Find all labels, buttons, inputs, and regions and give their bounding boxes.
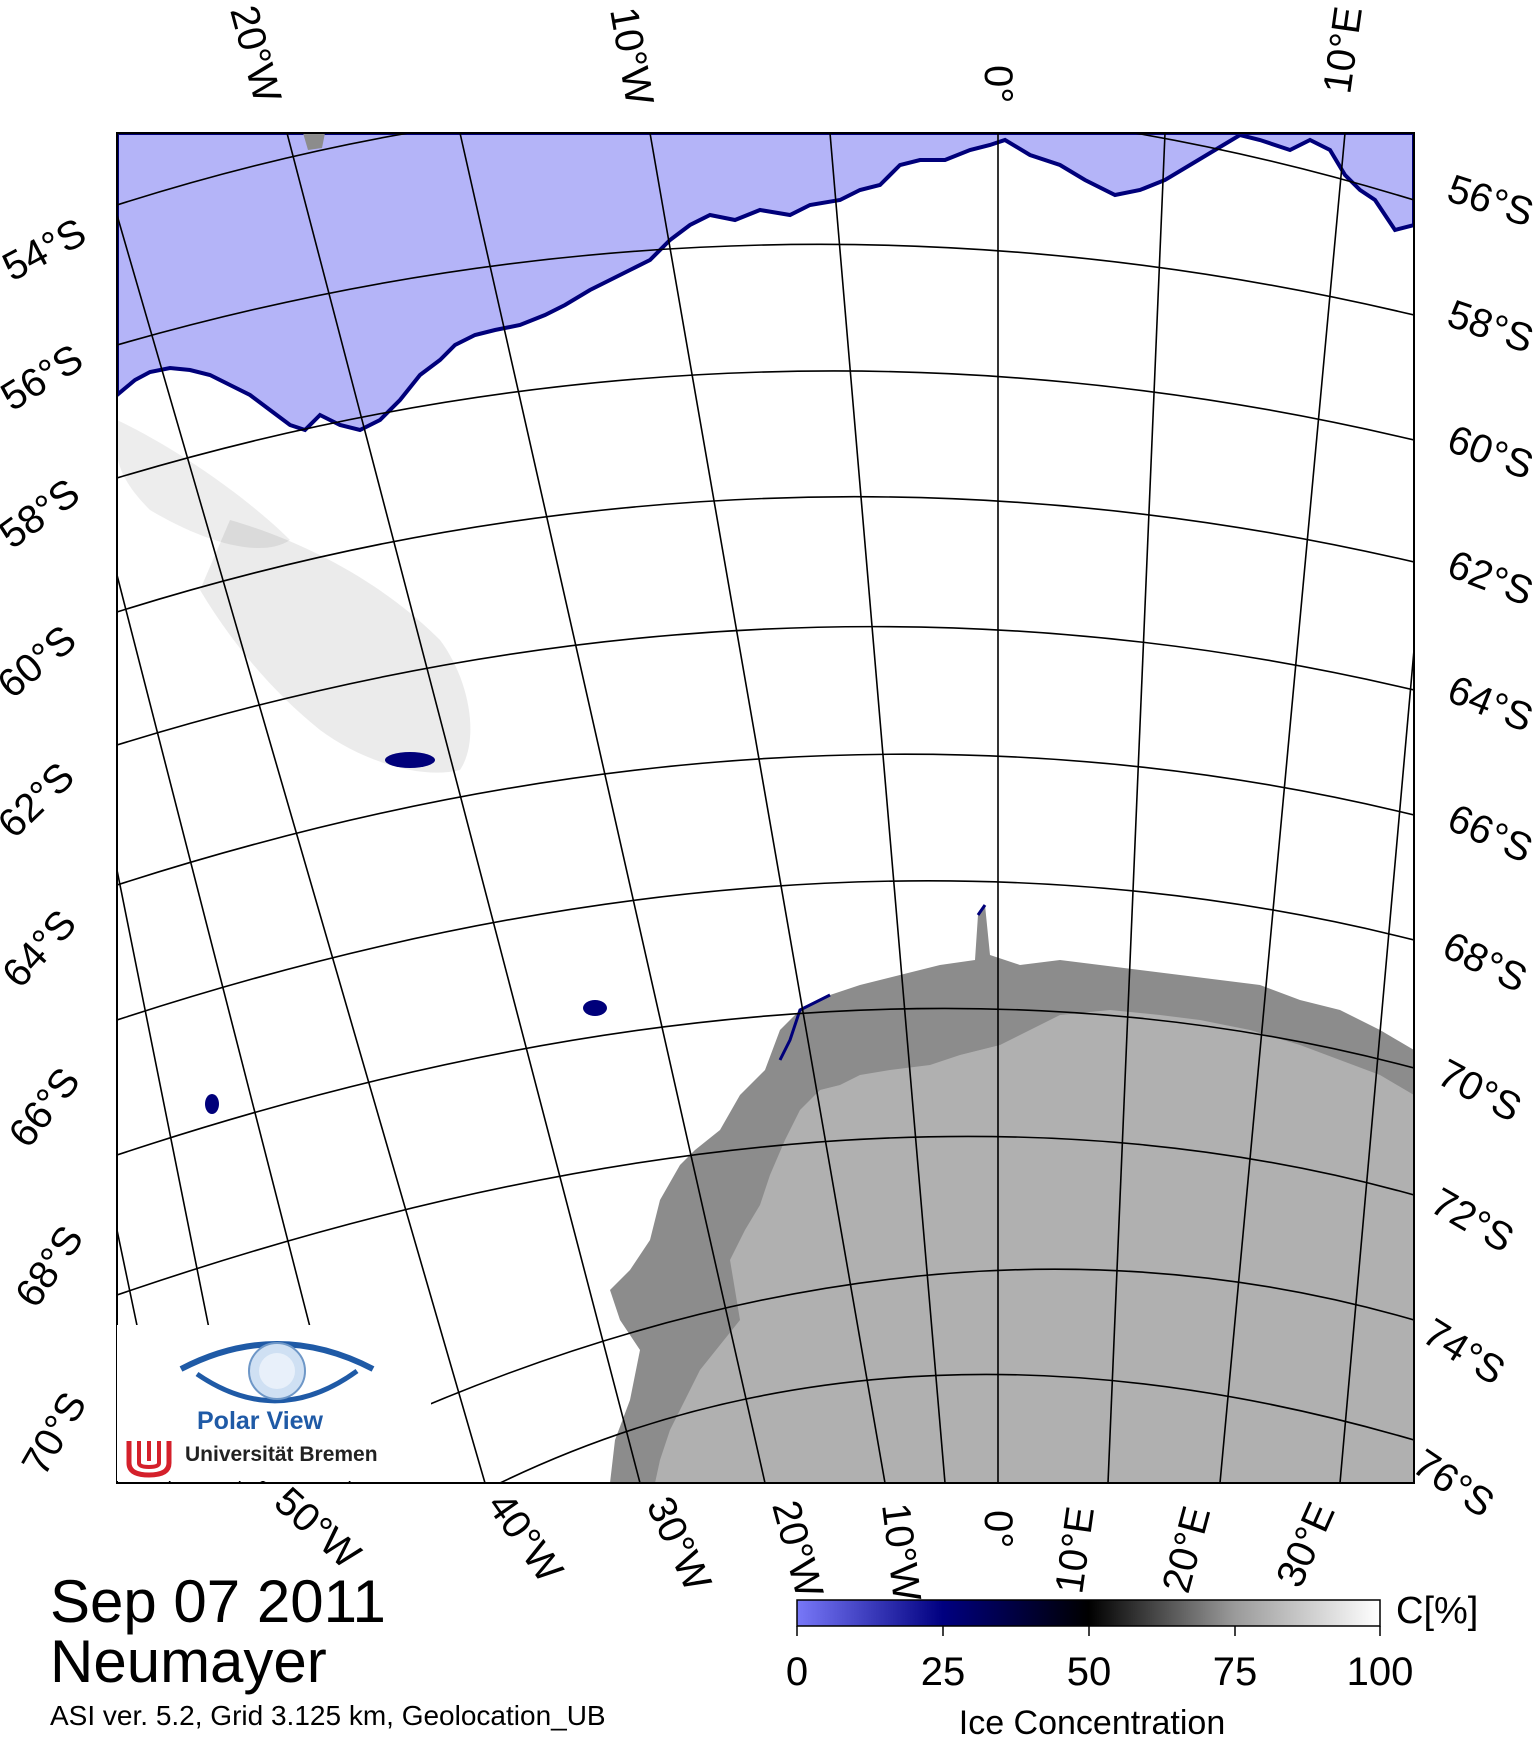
island bbox=[303, 133, 325, 150]
eye-globe-icon bbox=[179, 1341, 375, 1404]
colorbar-tick-label: 100 bbox=[1346, 1650, 1414, 1694]
bottom-lon-label: 30°W bbox=[638, 1490, 720, 1598]
top-lon-label: 20°W bbox=[221, 1, 289, 108]
left-lat-labels: 54°S 56°S 58°S 60°S 62°S 64°S 66°S 68°S … bbox=[0, 210, 95, 1482]
uni-bremen-icon bbox=[123, 1437, 175, 1478]
left-lat-label: 58°S bbox=[0, 470, 88, 557]
bottom-lon-label: 0° bbox=[976, 1510, 1020, 1548]
left-lat-label: 54°S bbox=[0, 210, 93, 290]
right-lat-label: 66°S bbox=[1441, 796, 1537, 872]
logo-name: Polar View bbox=[197, 1407, 323, 1435]
bottom-lon-label: 10°W bbox=[873, 1501, 929, 1604]
right-lat-label: 58°S bbox=[1442, 292, 1537, 362]
left-lat-label: 70°S bbox=[14, 1385, 96, 1482]
right-lat-labels: 56°S 58°S 60°S 62°S 64°S 66°S 68°S 70°S … bbox=[1405, 167, 1537, 1526]
low-concentration-band bbox=[200, 520, 471, 773]
top-lon-label: 10°W bbox=[601, 4, 661, 109]
polynya bbox=[385, 752, 435, 768]
colorbar-tick-marks bbox=[796, 1626, 1381, 1636]
colorbar-tick-label: 50 bbox=[1066, 1650, 1112, 1694]
polynya-3 bbox=[205, 1094, 219, 1114]
polar-view-logo: Polar View Universität Bremen bbox=[117, 1325, 431, 1481]
right-lat-label: 64°S bbox=[1442, 668, 1537, 741]
colorbar-unit: C[%] bbox=[1396, 1590, 1479, 1632]
top-lon-label: 0° bbox=[976, 65, 1020, 103]
bottom-lon-labels: 50°W 40°W 30°W 20°W 10°W 0° 10°E 20°E 30… bbox=[266, 1479, 1344, 1604]
left-lat-label: 62°S bbox=[0, 754, 83, 846]
colorbar-tick-label: 25 bbox=[920, 1650, 966, 1694]
left-lat-label: 56°S bbox=[0, 336, 91, 420]
map-date: Sep 07 2011 bbox=[50, 1568, 386, 1635]
left-lat-label: 60°S bbox=[0, 617, 85, 707]
right-lat-label: 70°S bbox=[1431, 1051, 1529, 1131]
right-lat-label: 76°S bbox=[1405, 1441, 1502, 1526]
right-lat-label: 60°S bbox=[1442, 417, 1537, 488]
right-lat-label: 68°S bbox=[1436, 924, 1534, 1002]
right-lat-label: 56°S bbox=[1442, 167, 1537, 236]
left-lat-label: 64°S bbox=[0, 902, 85, 996]
colorbar-title: Ice Concentration bbox=[958, 1704, 1226, 1742]
colorbar bbox=[796, 1599, 1381, 1627]
parallels bbox=[117, 133, 1414, 1483]
colorbar-tick-label: 75 bbox=[1212, 1650, 1258, 1694]
map-frame bbox=[116, 132, 1415, 1484]
right-lat-label: 62°S bbox=[1442, 542, 1537, 614]
map-station: Neumayer bbox=[50, 1628, 327, 1695]
left-lat-label: 68°S bbox=[7, 1218, 92, 1315]
land bbox=[655, 1010, 1414, 1483]
logo-institution: Universität Bremen bbox=[185, 1443, 378, 1466]
bottom-lon-label: 40°W bbox=[479, 1485, 572, 1591]
top-lon-labels: 20°W 10°W 0° 10°E bbox=[221, 1, 1371, 109]
top-lon-label: 10°E bbox=[1315, 4, 1371, 96]
bottom-lon-label: 30°E bbox=[1268, 1496, 1344, 1594]
low-concentration-band-2 bbox=[117, 420, 290, 549]
colorbar-tick-label: 0 bbox=[785, 1650, 809, 1694]
right-lat-label: 74°S bbox=[1415, 1310, 1512, 1394]
bottom-lon-label: 20°E bbox=[1154, 1502, 1219, 1598]
coast-edge bbox=[778, 904, 987, 1061]
open-water bbox=[117, 133, 1414, 433]
right-lat-label: 72°S bbox=[1424, 1180, 1521, 1262]
bottom-lon-label: 20°W bbox=[763, 1496, 831, 1603]
bottom-lon-label: 10°E bbox=[1047, 1504, 1103, 1596]
left-lat-label: 66°S bbox=[0, 1060, 88, 1156]
bottom-lon-label: 50°W bbox=[266, 1479, 369, 1578]
polynya-2 bbox=[583, 1000, 607, 1016]
map-info-line: ASI ver. 5.2, Grid 3.125 km, Geolocation… bbox=[50, 1700, 606, 1731]
